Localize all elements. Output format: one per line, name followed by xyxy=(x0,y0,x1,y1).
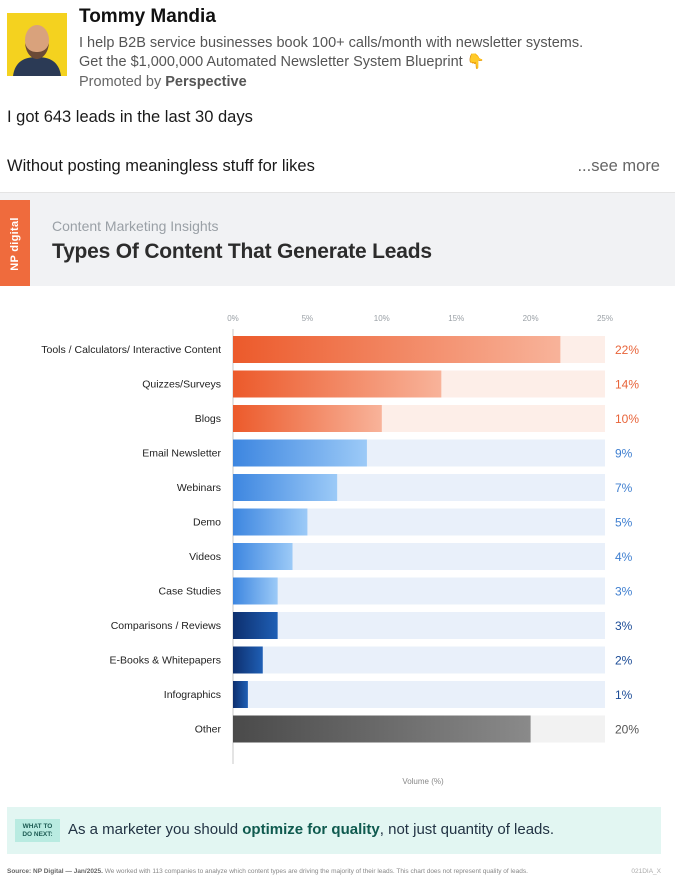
bar-track xyxy=(233,577,605,605)
value-label: 4% xyxy=(615,550,633,564)
bar xyxy=(233,405,382,432)
leads-bar-chart: 0% 5% 10% 15% 20% 25% Tools / Calculators/ Int… xyxy=(41,314,639,786)
value-label: 1% xyxy=(615,688,633,702)
bar xyxy=(233,508,308,536)
bar xyxy=(233,681,248,708)
bar-track xyxy=(233,681,605,708)
bar-track xyxy=(233,543,605,570)
bar-track xyxy=(233,612,605,639)
promoted-prefix: Promoted by xyxy=(79,74,166,90)
category-label: Case Studies xyxy=(159,586,221,598)
source-note: Source: NP Digital — Jan/2025. We worked… xyxy=(7,868,528,875)
value-label: 3% xyxy=(615,619,633,633)
infographic-image[interactable]: NP digital Content Marketing Insights Ty… xyxy=(0,192,675,890)
category-label: Comparisons / Reviews xyxy=(111,620,221,632)
x-tick-label: 20% xyxy=(523,314,539,323)
bar xyxy=(233,612,278,639)
bar xyxy=(233,370,442,398)
value-label: 3% xyxy=(615,585,633,599)
badge-line-1: WHAT TO xyxy=(22,823,53,830)
promoted-label: Promoted by Perspective xyxy=(79,74,247,90)
value-label: 10% xyxy=(615,412,639,426)
category-label: Videos xyxy=(189,551,221,563)
bar-track xyxy=(233,646,605,674)
source-code: 021DIA_X xyxy=(631,868,661,875)
what-to-do-next-text: As a marketer you should optimize for qu… xyxy=(68,821,554,838)
category-label: Email Newsletter xyxy=(142,448,221,460)
infographic-kicker: Content Marketing Insights xyxy=(52,218,219,234)
post-text-line-2: Without posting meaningless stuff for li… xyxy=(7,157,315,175)
bar xyxy=(233,577,278,605)
author-avatar[interactable] xyxy=(7,13,67,76)
what-to-do-next-box: WHAT TO DO NEXT: As a marketer you shoul… xyxy=(7,807,661,854)
value-label: 20% xyxy=(615,723,639,737)
source-rest: We worked with 113 companies to analyze … xyxy=(102,868,528,875)
category-label: Demo xyxy=(193,517,221,529)
infographic-title: Types Of Content That Generate Leads xyxy=(52,240,432,263)
bar xyxy=(233,439,367,467)
value-label: 7% xyxy=(615,481,633,495)
value-label: 22% xyxy=(615,343,639,357)
headline-line-2: Get the $1,000,000 Automated Newsletter … xyxy=(79,54,485,70)
category-label: Infographics xyxy=(164,689,221,701)
see-more-button[interactable]: ...see more xyxy=(577,157,660,175)
brand-name: NP digital xyxy=(9,217,21,271)
np-digital-logo: NP digital xyxy=(0,200,30,286)
post-text-line-1: I got 643 leads in the last 30 days xyxy=(7,108,253,126)
bar xyxy=(233,543,293,570)
category-label: Blogs xyxy=(195,413,221,425)
category-label: Tools / Calculators/ Interactive Content xyxy=(41,344,221,356)
x-tick-label: 15% xyxy=(448,314,464,323)
value-label: 14% xyxy=(615,378,639,392)
x-axis-label: Volume (%) xyxy=(402,777,444,786)
category-label: Webinars xyxy=(177,482,221,494)
bar xyxy=(233,474,338,501)
x-tick-label: 25% xyxy=(597,314,613,323)
bar xyxy=(233,646,263,674)
x-tick-label: 10% xyxy=(374,314,390,323)
author-headline: I help B2B service businesses book 100+ … xyxy=(79,34,583,72)
bar xyxy=(233,336,561,363)
headline-line-1: I help B2B service businesses book 100+ … xyxy=(79,35,584,51)
next-text-before: As a marketer you should xyxy=(68,821,243,838)
badge-line-2: DO NEXT: xyxy=(22,831,53,838)
promoted-by-link[interactable]: Perspective xyxy=(165,74,247,90)
x-tick-label: 5% xyxy=(302,314,314,323)
source-bold: Source: NP Digital — Jan/2025. xyxy=(7,868,103,875)
value-label: 9% xyxy=(615,447,633,461)
bar xyxy=(233,715,531,743)
post-header: Tommy Mandia I help B2B service business… xyxy=(0,0,675,100)
category-label: E-Books & Whitepapers xyxy=(110,655,221,667)
value-label: 2% xyxy=(615,654,633,668)
category-label: Other xyxy=(195,724,222,736)
author-name[interactable]: Tommy Mandia xyxy=(79,6,216,27)
infographic-header: NP digital Content Marketing Insights Ty… xyxy=(0,193,675,286)
value-label: 5% xyxy=(615,516,633,530)
next-text-after: , not just quantity of leads. xyxy=(379,821,555,838)
what-to-do-next-badge: WHAT TO DO NEXT: xyxy=(15,819,60,842)
x-tick-label: 0% xyxy=(227,314,239,323)
next-text-bold: optimize for quality xyxy=(242,821,380,838)
category-label: Quizzes/Surveys xyxy=(142,379,221,391)
